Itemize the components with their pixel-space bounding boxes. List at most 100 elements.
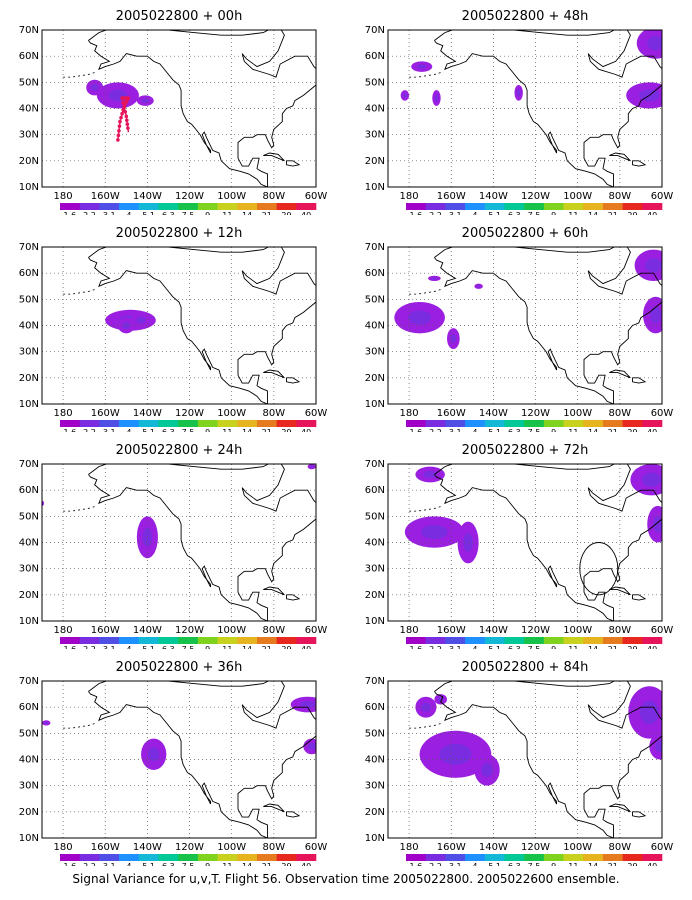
variance-blob-core xyxy=(141,98,150,104)
colorbar-swatch xyxy=(79,854,100,861)
coastline xyxy=(632,160,647,167)
colorbar-label: 40 xyxy=(301,428,311,432)
map-panel: 2005022800 + 48h 10N 20N 30N 40N 50N 60N 70N 180… xyxy=(348,0,683,215)
colorbar-label: 3.1 xyxy=(449,645,462,649)
variance-blob-core xyxy=(431,277,438,280)
variance-blob-core xyxy=(641,472,661,487)
map-chart: 2005022800 + 12h 10N 20N 30N 40N 50N 60N 70N 180… xyxy=(19,226,328,432)
y-tick-label: 40N xyxy=(19,104,39,115)
colorbar-label: 7.5 xyxy=(528,862,541,866)
x-tick-label: 120W xyxy=(521,625,550,636)
x-tick-label: 100W xyxy=(563,842,592,853)
colorbar-swatch xyxy=(583,203,604,210)
colorbar-swatch xyxy=(583,637,604,644)
map-panel: 2005022800 + 12h 10N 20N 30N 40N 50N 60N 70N 180… xyxy=(2,217,337,432)
colorbar-swatch xyxy=(79,637,100,644)
map-panel: 2005022800 + 84h 10N 20N 30N 40N 50N 60N 70N 180… xyxy=(348,651,683,866)
colorbar-label: 9 xyxy=(551,645,556,649)
colorbar-label: 11 xyxy=(568,211,578,215)
map-frame xyxy=(41,463,317,622)
y-tick-label: 70N xyxy=(365,676,385,687)
colorbar-swatch xyxy=(445,203,466,210)
colorbar-label: 21 xyxy=(608,645,618,649)
x-tick-label: 100W xyxy=(563,408,592,419)
coastline xyxy=(63,288,97,295)
colorbar-swatch xyxy=(622,420,643,427)
coastline xyxy=(263,586,285,596)
colorbar-label: 4 xyxy=(126,645,131,649)
colorbar-swatch xyxy=(524,854,545,861)
x-tick-label: 160W xyxy=(91,842,120,853)
colorbar-label: 9 xyxy=(205,645,210,649)
x-tick-label: 140W xyxy=(133,842,162,853)
colorbar-label: 40 xyxy=(301,862,311,866)
x-tick-label: 100W xyxy=(217,191,246,202)
colorbar-swatch xyxy=(158,854,179,861)
y-tick-label: 10N xyxy=(19,182,39,193)
target-circle xyxy=(579,542,619,596)
colorbar-label: 40 xyxy=(647,862,657,866)
track-point xyxy=(125,122,130,126)
x-tick-label: 100W xyxy=(217,625,246,636)
coastline xyxy=(63,505,97,512)
colorbar-swatch xyxy=(237,203,258,210)
colorbar-swatch xyxy=(119,854,140,861)
panel-title: 2005022800 + 12h xyxy=(116,226,243,241)
colorbar-swatch xyxy=(465,637,486,644)
colorbar-label: 2.2 xyxy=(83,862,96,866)
colorbar-label: 9 xyxy=(205,862,210,866)
y-tick-label: 10N xyxy=(19,833,39,844)
x-tick-label: 80W xyxy=(609,191,632,202)
track-point xyxy=(122,105,126,109)
y-tick-label: 30N xyxy=(19,564,39,575)
x-tick-label: 60W xyxy=(651,408,674,419)
variance-blob-core xyxy=(649,306,662,324)
x-tick-label: 100W xyxy=(563,191,592,202)
track-point xyxy=(117,124,122,128)
variance-blob-core xyxy=(476,285,481,288)
colorbar-swatch xyxy=(602,854,623,861)
colorbar-swatch xyxy=(425,203,446,210)
track-point xyxy=(125,118,129,123)
colorbar-label: 3.1 xyxy=(449,862,462,866)
track-point xyxy=(116,133,121,138)
coastline xyxy=(88,30,316,187)
colorbar-label: 7.5 xyxy=(528,645,541,649)
colorbar-swatch xyxy=(642,854,663,861)
colorbar-swatch xyxy=(602,203,623,210)
colorbar-label: 7.5 xyxy=(528,428,541,432)
colorbar-swatch xyxy=(256,420,277,427)
colorbar-swatch xyxy=(406,420,426,427)
track-point xyxy=(118,119,122,124)
colorbar-label: 29 xyxy=(281,211,291,215)
colorbar-swatch xyxy=(622,637,643,644)
x-tick-label: 120W xyxy=(521,191,550,202)
y-tick-label: 30N xyxy=(365,564,385,575)
colorbar-label: 21 xyxy=(262,862,272,866)
x-tick-label: 180 xyxy=(54,625,73,636)
x-tick-label: 100W xyxy=(217,842,246,853)
y-tick-label: 60N xyxy=(19,51,39,62)
track-point xyxy=(120,111,124,116)
coastline xyxy=(609,369,631,379)
colorbar-label: 6.3 xyxy=(508,862,521,866)
colorbar-swatch xyxy=(178,854,199,861)
colorbar-swatch xyxy=(583,854,604,861)
y-tick-label: 20N xyxy=(365,373,385,384)
x-tick-label: 80W xyxy=(609,842,632,853)
colorbar-swatch xyxy=(543,420,564,427)
colorbar-swatch xyxy=(425,420,446,427)
colorbar-label: 29 xyxy=(627,211,637,215)
map-panel: 2005022800 + 36h 10N 20N 30N 40N 50N 60N 70N 180… xyxy=(2,651,337,866)
x-tick-label: 140W xyxy=(479,191,508,202)
colorbar-swatch xyxy=(296,854,317,861)
y-tick-label: 60N xyxy=(19,702,39,713)
x-tick-label: 180 xyxy=(400,408,419,419)
colorbar-label: 7.5 xyxy=(182,211,195,215)
x-tick-label: 80W xyxy=(263,191,286,202)
x-tick-label: 140W xyxy=(133,408,162,419)
map-frame xyxy=(41,246,317,405)
coastline xyxy=(632,377,647,384)
colorbar-swatch xyxy=(60,637,80,644)
y-tick-label: 60N xyxy=(19,485,39,496)
